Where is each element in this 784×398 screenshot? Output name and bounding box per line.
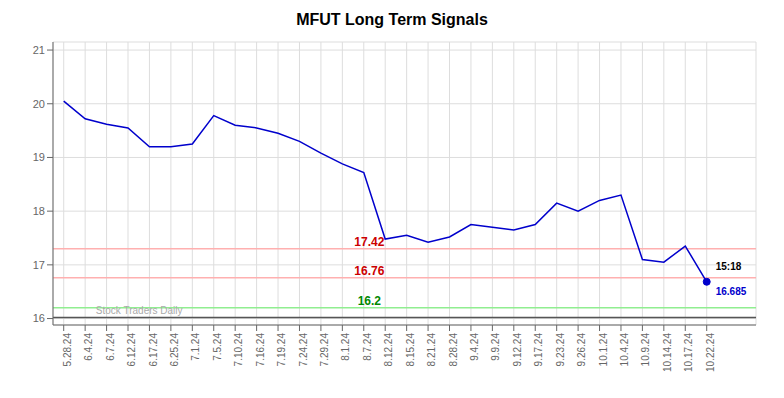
- svg-text:8.1.24: 8.1.24: [340, 333, 351, 361]
- svg-text:9.9.24: 9.9.24: [490, 333, 501, 361]
- svg-text:10.4.24: 10.4.24: [619, 333, 630, 367]
- svg-text:16.2: 16.2: [358, 294, 382, 308]
- svg-text:6.12.24: 6.12.24: [126, 333, 137, 367]
- svg-text:7.16.24: 7.16.24: [255, 333, 266, 367]
- svg-text:7.29.24: 7.29.24: [319, 333, 330, 367]
- svg-text:8.28.24: 8.28.24: [448, 333, 459, 367]
- svg-text:10.22.24: 10.22.24: [705, 333, 716, 372]
- svg-text:10.17.24: 10.17.24: [683, 333, 694, 372]
- svg-text:6.4.24: 6.4.24: [83, 333, 94, 361]
- svg-text:7.1.24: 7.1.24: [190, 333, 201, 361]
- svg-text:5.28.24: 5.28.24: [62, 333, 73, 367]
- svg-text:10.14.24: 10.14.24: [662, 333, 673, 372]
- svg-text:8.7.24: 8.7.24: [362, 333, 373, 361]
- svg-text:16.685: 16.685: [716, 286, 747, 297]
- svg-text:20: 20: [33, 98, 45, 110]
- svg-text:16: 16: [33, 312, 45, 324]
- html-text:MFUT Long Term Signals: MFUT Long Term Signals: [296, 11, 488, 28]
- svg-text:9.23.24: 9.23.24: [555, 333, 566, 367]
- svg-text:21: 21: [33, 44, 45, 56]
- svg-text:17: 17: [33, 259, 45, 271]
- svg-text:7.5.24: 7.5.24: [212, 333, 223, 361]
- svg-text:9.4.24: 9.4.24: [469, 333, 480, 361]
- svg-text:9.26.24: 9.26.24: [576, 333, 587, 367]
- svg-text:7.19.24: 7.19.24: [276, 333, 287, 367]
- svg-text:6.17.24: 6.17.24: [148, 333, 159, 367]
- svg-text:10.9.24: 10.9.24: [641, 333, 652, 367]
- svg-text:7.10.24: 7.10.24: [233, 333, 244, 367]
- svg-text:16.76: 16.76: [354, 264, 384, 278]
- svg-text:9.17.24: 9.17.24: [533, 333, 544, 367]
- svg-text:15:18: 15:18: [716, 261, 742, 272]
- svg-text:8.15.24: 8.15.24: [405, 333, 416, 367]
- svg-text:8.21.24: 8.21.24: [426, 333, 437, 367]
- svg-text:17.42: 17.42: [354, 235, 384, 249]
- svg-text:8.12.24: 8.12.24: [383, 333, 394, 367]
- svg-text:6.7.24: 6.7.24: [105, 333, 116, 361]
- svg-text:6.25.24: 6.25.24: [169, 333, 180, 367]
- svg-text:18: 18: [33, 205, 45, 217]
- svg-text:19: 19: [33, 151, 45, 163]
- svg-text:9.12.24: 9.12.24: [512, 333, 523, 367]
- svg-text:Stock Traders Daily: Stock Traders Daily: [96, 305, 183, 316]
- svg-text:7.24.24: 7.24.24: [298, 333, 309, 367]
- svg-text:10.1.24: 10.1.24: [598, 333, 609, 367]
